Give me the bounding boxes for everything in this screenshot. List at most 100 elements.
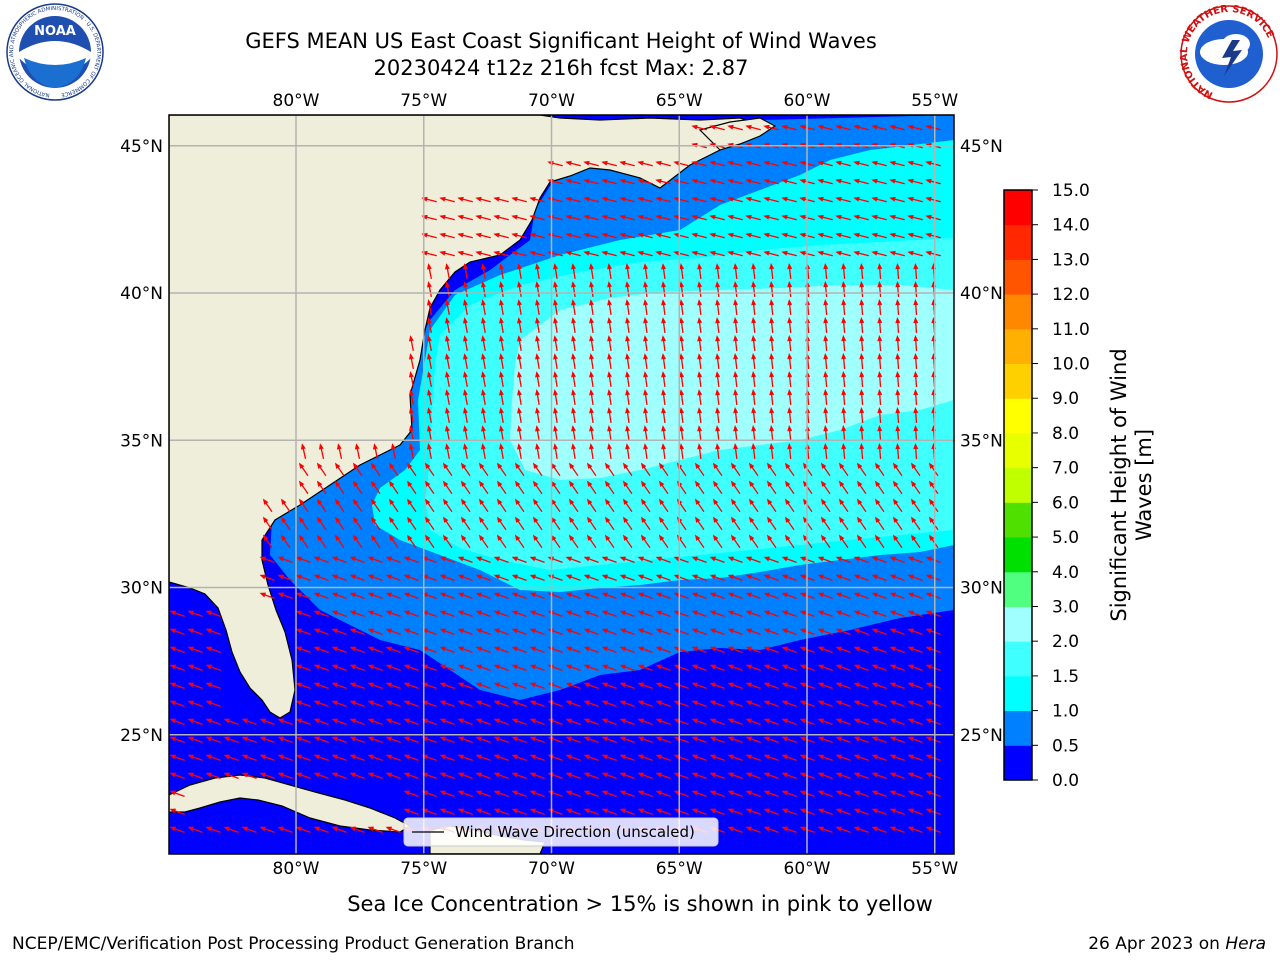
wave-direction-arrowhead [871, 772, 879, 778]
wave-direction-arrowhead [601, 178, 608, 184]
lat-labels-left: 45°N 40°N 35°N 30°N 25°N [120, 137, 163, 746]
wave-direction-arrowhead [499, 281, 504, 288]
wave-direction-arrowhead [385, 682, 393, 688]
wave-direction-arrowhead [820, 480, 827, 487]
wave-direction-arrowhead [280, 516, 287, 523]
wave-direction-arrowhead [727, 196, 734, 202]
wave-direction-arrowhead [838, 516, 845, 523]
wave-direction-arrowhead [589, 263, 595, 270]
wave-direction-arrowhead [511, 556, 519, 562]
wave-direction-arrowhead [442, 516, 449, 523]
wave-direction-arrowhead [823, 299, 829, 306]
wave-direction-arrowhead [259, 736, 267, 742]
wave-direction-arrowhead [925, 682, 933, 688]
wave-direction-arrowhead [712, 480, 719, 487]
wave-direction-arrowhead [733, 317, 739, 324]
wave-direction-arrowhead [691, 556, 699, 562]
wave-direction-arrowhead [223, 718, 231, 724]
wave-direction-arrowhead [697, 389, 703, 396]
wave-direction-arrowhead [817, 232, 824, 238]
colorbar-swatch [1004, 537, 1032, 573]
wave-direction-arrowhead [601, 736, 609, 742]
wave-direction-arrowhead [529, 718, 537, 724]
wave-direction-arrowhead [907, 610, 915, 616]
wave-direction-arrowhead [655, 664, 663, 670]
wave-direction-arrowhead [313, 754, 321, 760]
wave-direction-arrowhead [820, 462, 827, 469]
wave-direction-arrowhead [205, 700, 213, 706]
wave-direction-arrowhead [403, 718, 411, 724]
wave-direction-arrowhead [589, 425, 595, 432]
wave-direction-arrowhead [763, 214, 770, 220]
wave-direction-arrowhead [169, 772, 177, 778]
lon-label-bottom: 70°W [528, 859, 575, 879]
wave-direction-arrowhead [444, 389, 450, 396]
wave-direction-arrowhead [385, 664, 393, 670]
wave-direction-arrowhead [367, 718, 375, 724]
wave-direction-arrowhead [877, 281, 883, 288]
wave-direction-arrowhead [727, 160, 734, 166]
wave-direction-arrowhead [817, 214, 824, 220]
wave-direction-arrowhead [313, 718, 321, 724]
wave-direction-arrowhead [462, 335, 468, 342]
wave-direction-arrowhead [763, 628, 771, 634]
wave-direction-arrowhead [385, 574, 393, 580]
wave-direction-arrowhead [835, 124, 842, 130]
wave-direction-arrowhead [583, 718, 591, 724]
wave-direction-arrowhead [787, 299, 793, 306]
wave-direction-arrowhead [241, 754, 249, 760]
wave-direction-arrowhead [817, 718, 825, 724]
wave-direction-arrowhead [820, 534, 827, 541]
wave-direction-arrowhead [871, 124, 878, 130]
wave-direction-arrowhead [781, 628, 789, 634]
wave-direction-arrowhead [529, 196, 536, 202]
wave-direction-arrowhead [385, 592, 393, 598]
wave-direction-arrowhead [727, 682, 735, 688]
wave-direction-arrowhead [655, 736, 663, 742]
wave-direction-arrowhead [691, 646, 699, 652]
wave-direction-arrowhead [907, 790, 915, 796]
wave-direction-arrowhead [694, 462, 701, 469]
wave-direction-arrowhead [817, 178, 824, 184]
wave-direction-arrowhead [697, 299, 703, 306]
wave-direction-arrowhead [637, 754, 645, 760]
wave-direction-arrowhead [784, 516, 791, 523]
wave-direction-arrowhead [859, 443, 865, 450]
wave-direction-arrowhead [514, 480, 521, 487]
wave-direction-arrowhead [607, 263, 613, 270]
wave-direction-arrowhead [462, 407, 468, 414]
wave-direction-arrowhead [514, 516, 521, 523]
wave-direction-arrowhead [745, 574, 753, 580]
wave-direction-arrowhead [817, 790, 825, 796]
wave-direction-arrowhead [637, 700, 645, 706]
wave-direction-arrowhead [715, 353, 721, 360]
wave-direction-arrowhead [892, 516, 899, 523]
wave-direction-arrowhead [205, 826, 213, 832]
wave-direction-arrowhead [493, 196, 500, 202]
wave-direction-arrowhead [367, 754, 375, 760]
wave-direction-arrowhead [589, 281, 595, 288]
wave-direction-arrowhead [331, 592, 339, 598]
wave-direction-arrowhead [748, 480, 755, 487]
wave-direction-arrowhead [439, 250, 446, 256]
wave-direction-arrowhead [426, 389, 432, 396]
wave-direction-arrowhead [859, 371, 865, 378]
wave-direction-arrowhead [460, 498, 467, 505]
wave-direction-arrowhead [370, 498, 377, 505]
wave-direction-arrowhead [475, 646, 483, 652]
wave-direction-arrowhead [277, 772, 285, 778]
wave-direction-arrowhead [334, 516, 341, 523]
wave-direction-arrowhead [766, 534, 773, 541]
wave-direction-arrowhead [751, 299, 757, 306]
wave-direction-arrowhead [583, 664, 591, 670]
wave-direction-arrowhead [511, 664, 519, 670]
wave-direction-arrowhead [712, 534, 719, 541]
wave-direction-arrowhead [673, 574, 681, 580]
wave-direction-arrowhead [169, 718, 177, 724]
wave-direction-arrowhead [457, 772, 465, 778]
wave-direction-arrowhead [535, 299, 540, 306]
wave-direction-arrowhead [709, 196, 716, 202]
wave-direction-arrowhead [745, 124, 752, 130]
wave-direction-arrowhead [907, 646, 915, 652]
wave-direction-arrowhead [895, 353, 901, 360]
